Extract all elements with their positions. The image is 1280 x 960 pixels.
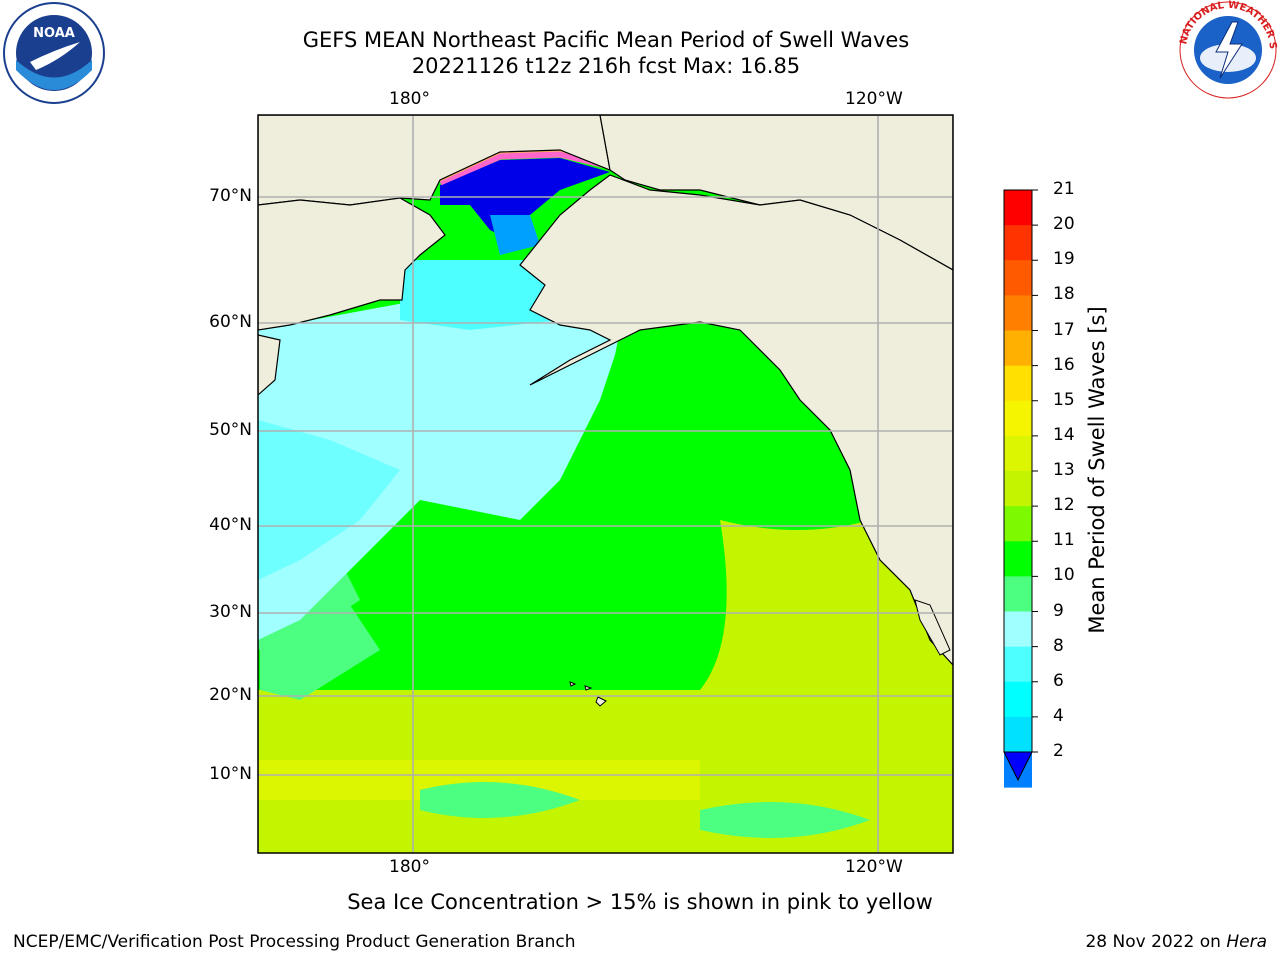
- colorbar-segment: [1004, 716, 1032, 753]
- colorbar-segment: [1004, 190, 1032, 226]
- lat-label-30n: 30°N: [209, 602, 252, 622]
- noaa-logo-text: NOAA: [33, 26, 75, 41]
- lon-label-bottom-120w: 120°W: [845, 857, 903, 877]
- nws-logo-icon: NATIONAL WEATHER SERVICE: [1176, 0, 1278, 99]
- colorbar-segment: [1004, 646, 1032, 683]
- colorbar-tick-label: 11: [1053, 530, 1075, 551]
- credit-date: 28 Nov 2022 on Hera: [1085, 932, 1267, 952]
- lon-label-top-120w: 120°W: [845, 89, 903, 109]
- lat-label-10n: 10°N: [209, 764, 252, 784]
- colorbar-tick-label: 15: [1053, 389, 1075, 410]
- colorbar-tick-label: 9: [1053, 600, 1064, 621]
- colorbar-tick-label: 13: [1053, 460, 1075, 480]
- credit-organization: NCEP/EMC/Verification Post Processing Pr…: [13, 932, 576, 952]
- land-alaska-canada: [519, 174, 953, 666]
- lon-label-top-180: 180°: [389, 89, 430, 109]
- colorbar-tick-label: 12: [1053, 495, 1075, 516]
- colorbar-segment: [1004, 611, 1032, 648]
- colorbar-tick-label: 19: [1053, 249, 1075, 270]
- lat-label-70n: 70°N: [209, 186, 252, 206]
- lat-label-60n: 60°N: [209, 312, 252, 332]
- lat-label-40n: 40°N: [209, 515, 252, 535]
- colorbar-tick-label: 16: [1053, 354, 1075, 375]
- lon-label-bottom-180: 180°: [389, 857, 430, 877]
- colorbar-segment: [1004, 295, 1032, 331]
- colorbar-segment: [1004, 400, 1032, 437]
- map-gridlines: [258, 115, 953, 853]
- chart-title-line-2: 20221126 t12z 216h fcst Max: 16.85: [411, 54, 801, 78]
- colorbar-tick-label: 17: [1053, 319, 1075, 340]
- colorbar-segment: [1004, 260, 1032, 296]
- colorbar: [1003, 189, 1038, 788]
- ocean-band-east: [700, 520, 953, 853]
- credit-date-text: 28 Nov 2022 on: [1085, 932, 1221, 952]
- colorbar-tick-label: 14: [1053, 424, 1075, 445]
- colorbar-segment: [1004, 681, 1032, 718]
- map-frame: [257, 114, 954, 854]
- colorbar-segment: [1004, 435, 1032, 472]
- colorbar-tick-label: 6: [1053, 670, 1064, 691]
- lat-label-50n: 50°N: [209, 420, 252, 440]
- colorbar-segment: [1004, 506, 1032, 542]
- bering-strait: [490, 215, 540, 255]
- colorbar-tick-label: 21: [1053, 179, 1075, 199]
- lat-label-20n: 20°N: [209, 685, 252, 705]
- chart-title-line-1: GEFS MEAN Northeast Pacific Mean Period …: [302, 28, 910, 52]
- ocean-patch-cyan: [258, 420, 400, 580]
- colorbar-tick-label: 20: [1053, 214, 1075, 235]
- colorbar-title: Mean Period of Swell Waves [s]: [1085, 306, 1109, 634]
- colorbar-tick-label: 4: [1053, 705, 1064, 726]
- gulf-of-alaska: [610, 325, 800, 470]
- colorbar-tick-label: 10: [1053, 565, 1075, 586]
- noaa-logo-icon: NOAA: [3, 2, 105, 104]
- colorbar-segment: [1004, 330, 1032, 367]
- sea-ice-footnote: Sea Ice Concentration > 15% is shown in …: [347, 890, 933, 914]
- bering-sea: [400, 260, 560, 330]
- colorbar-segment: [1004, 225, 1032, 261]
- ocean-region-northwest: [258, 300, 620, 640]
- land-hawaii: [569, 681, 607, 707]
- land-kamchatka: [258, 334, 281, 396]
- colorbar-tick-label: 2: [1053, 741, 1064, 761]
- credit-system: Hera: [1226, 932, 1267, 952]
- chukchi-sea: [440, 158, 610, 240]
- colorbar-tick-label: 18: [1053, 284, 1075, 305]
- ocean-patch-south: [420, 782, 580, 818]
- colorbar-segment: [1004, 576, 1032, 612]
- colorbar-segment: [1004, 365, 1032, 402]
- colorbar-tick-label: 8: [1053, 635, 1064, 656]
- colorbar-segment: [1004, 471, 1032, 507]
- ocean-patch-south-2: [700, 802, 870, 838]
- colorbar-segment: [1004, 541, 1032, 577]
